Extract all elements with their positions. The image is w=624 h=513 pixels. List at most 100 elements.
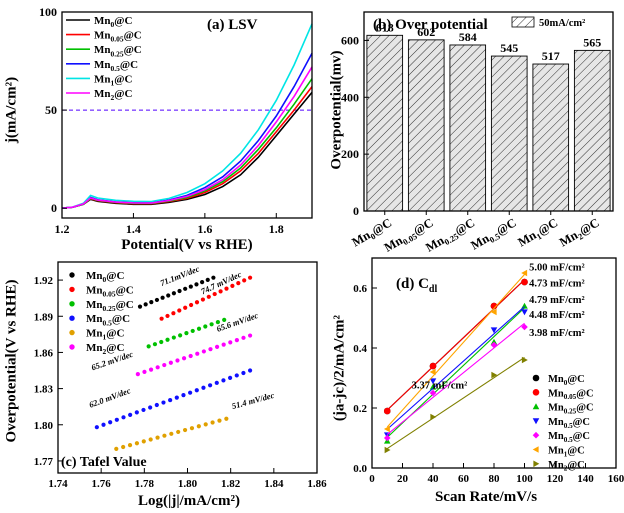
tafel-point-0.5: [215, 381, 219, 385]
cdl-y-axis-label: (ja-jc)/2/mA/cm²: [332, 314, 348, 421]
overpotential-bar: [367, 35, 403, 211]
tafel-point-1: [169, 432, 173, 436]
tafel-legend-marker: [69, 301, 74, 306]
tafel-point-0: [194, 282, 198, 286]
cdl-x-tick-label: 60: [458, 473, 470, 485]
tafel-y-tick-label: 1.80: [34, 420, 54, 432]
tafel-point-0.5: [115, 418, 119, 422]
cdl-value-label: 4.79 mF/cm²: [529, 295, 585, 306]
tafel-legend-marker: [69, 287, 74, 292]
tafel-point-0.5: [141, 408, 145, 412]
cdl-x-tick-label: 0: [369, 473, 375, 485]
lsv-legend-label: Mn1@C: [94, 73, 132, 87]
cdl-x-tick-label: 100: [516, 473, 533, 485]
tafel-point-0.05: [236, 281, 240, 285]
tafel-y-tick-label: 1.89: [34, 311, 54, 323]
tafel-point-0.5: [195, 388, 199, 392]
tafel-point-0.5: [95, 425, 99, 429]
tafel-point-0.5: [228, 376, 232, 380]
tafel-point-0.05: [183, 306, 187, 310]
cdl-title: (d) Cdl: [396, 276, 437, 295]
tafel-slope-label: 65.6 mV/dec: [215, 310, 260, 334]
tafel-point-0: [155, 298, 159, 302]
overpotential-data-label: 565: [583, 35, 601, 49]
tafel-point-0.5: [221, 378, 225, 382]
overpotential-data-label: 545: [500, 41, 518, 55]
tafel-legend-label: Mn1@C: [86, 328, 124, 342]
lsv-legend-label: Mn0.25@C: [94, 44, 142, 58]
tafel-point-0: [166, 293, 170, 297]
tafel-point-2: [228, 340, 232, 344]
tafel-point-0: [160, 296, 164, 300]
tafel-slope-label: 51.4 mV/dec: [231, 390, 276, 411]
overpotential-data-label: 584: [459, 30, 477, 44]
tafel-point-2: [202, 349, 206, 353]
cdl-legend-marker: [533, 461, 539, 468]
tafel-point-0.25: [147, 344, 151, 348]
tafel-point-0.05: [213, 292, 217, 296]
tafel-point-2: [241, 336, 245, 340]
tafel-point-1: [217, 419, 221, 423]
overpotential-data-label: 618: [376, 20, 394, 34]
tafel-point-0.05: [177, 308, 181, 312]
tafel-point-1: [204, 422, 208, 426]
panel-a-lsv: j(mA/cm²) Potential(V vs RHE) (a) LSV 1.…: [4, 5, 312, 253]
tafel-point-0.5: [201, 386, 205, 390]
cdl-legend-label: Mn0@C: [548, 374, 585, 387]
lsv-y-tick-label: 0: [51, 201, 57, 215]
lsv-legend-label: Mn0.05@C: [94, 30, 142, 44]
cdl-legend-label: Mn0.5@C: [548, 417, 590, 430]
lsv-legend-label: Mn2@C: [94, 88, 132, 102]
cdl-legend-label: Mn0.5@C: [548, 431, 590, 444]
cdl-x-tick-label: 40: [428, 473, 440, 485]
tafel-point-0.5: [168, 398, 172, 402]
cdl-legend-marker: [533, 432, 540, 439]
cdl-point: [522, 357, 528, 364]
tafel-point-1: [197, 424, 201, 428]
tafel-point-1: [176, 430, 180, 434]
overpotential-bar: [408, 40, 444, 211]
tafel-legend-label: Mn2@C: [86, 342, 124, 356]
tafel-title: (c) Tafel Value: [61, 455, 147, 470]
tafel-point-0.5: [188, 391, 192, 395]
tafel-point-1: [149, 437, 153, 441]
cdl-y-tick-label: 0.2: [353, 403, 367, 415]
cdl-y-tick-label: 0.0: [353, 463, 367, 475]
lsv-legend-label: Mn0.5@C: [94, 59, 138, 73]
tafel-point-0.5: [241, 371, 245, 375]
cdl-legend-label: Mn0.05@C: [548, 388, 594, 401]
tafel-point-0.25: [153, 342, 157, 346]
cdl-x-tick-label: 80: [489, 473, 501, 485]
cdl-point: [430, 363, 437, 370]
tafel-point-0.05: [171, 311, 175, 315]
tafel-legend-label: Mn0.5@C: [86, 313, 130, 327]
tafel-point-0.5: [121, 415, 125, 419]
tafel-x-tick-label: 1.80: [178, 478, 198, 490]
overpotential-plot-area: 618Mn0@C602Mn0.05@C584Mn0.25@C545Mn0.5@C…: [341, 12, 613, 256]
tafel-point-0.05: [224, 287, 228, 291]
lsv-x-tick-label: 1.2: [55, 222, 70, 236]
lsv-y-tick-label: 50: [45, 103, 57, 117]
tafel-point-0.5: [128, 413, 132, 417]
cdl-value-label: 4.48 mF/cm²: [529, 310, 585, 321]
tafel-point-0.5: [248, 368, 252, 372]
overpotential-legend-swatch: [512, 17, 534, 27]
tafel-point-0: [177, 289, 181, 293]
cdl-x-tick-label: 140: [577, 473, 594, 485]
tafel-legend-marker: [69, 316, 74, 321]
cdl-legend-marker: [533, 389, 540, 396]
tafel-point-2: [136, 372, 140, 376]
tafel-point-1: [135, 441, 139, 445]
overpotential-x-tick-label: Mn2@C: [557, 215, 603, 251]
tafel-point-0.5: [101, 423, 105, 427]
tafel-y-tick-label: 1.77: [34, 456, 54, 468]
lsv-frame: [62, 12, 312, 218]
lsv-series-0.05: [62, 87, 312, 209]
lsv-y-axis-label: j(mA/cm²): [4, 77, 20, 144]
tafel-point-0.25: [191, 329, 195, 333]
tafel-x-tick-label: 1.86: [307, 478, 327, 490]
panel-c-tafel: Overpotential(V vs RHE) Log(|j|/mA/cm²) …: [4, 262, 328, 509]
tafel-point-0.25: [184, 331, 188, 335]
tafel-point-0.05: [248, 276, 252, 280]
